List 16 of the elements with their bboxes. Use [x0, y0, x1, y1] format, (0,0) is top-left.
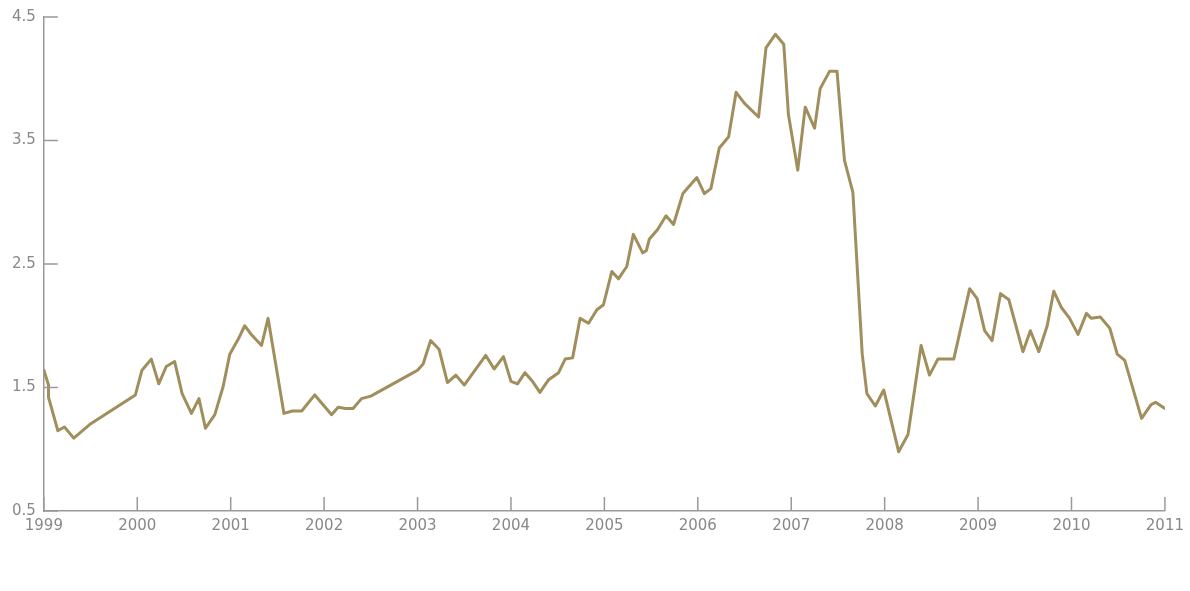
y-tick-label: 3.5	[12, 130, 36, 149]
x-tick-label: 2003	[398, 515, 437, 534]
x-tick-label: 2004	[491, 515, 531, 534]
x-tick-label: 2000	[118, 515, 157, 534]
y-tick-label: 1.5	[12, 377, 36, 396]
x-tick-label: 2001	[211, 515, 250, 534]
x-tick-label: 2002	[305, 515, 344, 534]
x-tick-label: 2009	[958, 515, 998, 534]
x-tick-label: 2008	[865, 515, 904, 534]
x-tick-label: 2007	[772, 515, 811, 534]
x-tick-label: 2005	[585, 515, 624, 534]
y-tick-label: 4.5	[12, 6, 36, 25]
x-tick-label: 2006	[678, 515, 717, 534]
y-tick-label: 2.5	[12, 253, 36, 272]
x-tick-label: 2010	[1052, 515, 1091, 534]
x-tick-label: 2011	[1145, 515, 1185, 534]
